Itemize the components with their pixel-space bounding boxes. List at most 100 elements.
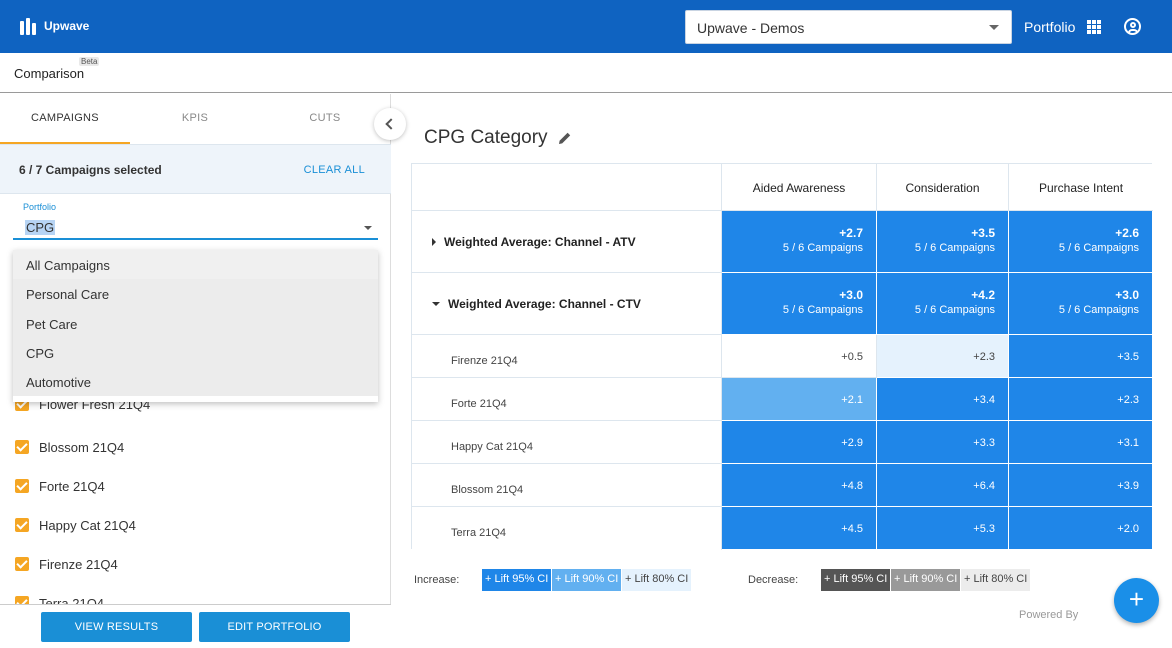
group-cell[interactable]: +4.2 5 / 6 Campaigns [877,273,1009,335]
group-label: Weighted Average: Channel - ATV [444,235,636,249]
table-cell[interactable]: +2.1 [722,378,877,421]
table-row-label: Firenze 21Q4 [412,335,722,378]
account-icon[interactable] [1124,18,1141,35]
table-cell[interactable]: +3.5 [1009,335,1153,378]
table-row-label: Forte 21Q4 [412,378,722,421]
campaign-item[interactable]: Happy Cat 21Q4 [15,515,136,535]
table-cell[interactable]: +2.3 [1009,378,1153,421]
cell-value: +3.0 [839,288,863,302]
table-row-label: Happy Cat 21Q4 [412,421,722,464]
table-cell[interactable]: +3.1 [1009,421,1153,464]
checkbox-checked-icon[interactable] [15,402,29,411]
caret-down-icon [989,25,999,30]
campaign-item[interactable]: Flower Fresh 21Q4 [15,402,150,414]
campaign-label: Happy Cat 21Q4 [39,517,136,533]
table-cell[interactable]: +3.3 [877,421,1009,464]
caret-right-icon [432,238,436,246]
edit-pencil-icon[interactable] [558,131,572,145]
campaign-sidebar: CAMPAIGNS KPIS CUTS 6 / 7 Campaigns sele… [0,94,391,648]
column-header: Consideration [877,164,1009,211]
brand-logo[interactable]: Upwave [20,17,89,35]
sub-navbar: Comparison Beta [0,53,1172,93]
checkbox-checked-icon[interactable] [15,440,29,454]
dropdown-option[interactable]: Automotive [13,367,378,397]
campaign-label: Terra 21Q4 [39,595,105,605]
campaign-item[interactable]: Firenze 21Q4 [15,554,118,574]
table-row-label: Blossom 21Q4 [412,464,722,507]
clear-all-button[interactable]: CLEAR ALL [303,164,365,176]
table-header-blank [412,164,722,211]
row-label: Blossom 21Q4 [451,484,524,496]
table-cell[interactable]: +0.5 [722,335,877,378]
edit-portfolio-button[interactable]: EDIT PORTFOLIO [199,612,350,642]
table-cell[interactable]: +3.9 [1009,464,1153,507]
table-row-label: Terra 21Q4 [412,507,722,550]
dropdown-option[interactable]: Personal Care [13,279,378,309]
checkbox-checked-icon[interactable] [15,596,29,604]
group-cell[interactable]: +2.6 5 / 6 Campaigns [1009,211,1153,273]
checkbox-checked-icon[interactable] [15,518,29,532]
upwave-logo-icon [20,17,38,35]
group-cell[interactable]: +2.7 5 / 6 Campaigns [722,211,877,273]
campaign-item[interactable]: Terra 21Q4 [15,593,104,604]
portfolio-field-label: Portfolio [23,202,57,212]
page-title: CPG Category [424,127,548,148]
add-fab-button[interactable]: + [1114,578,1159,623]
table-cell[interactable]: +4.8 [722,464,877,507]
cell-value: +2.6 [1115,226,1139,240]
portfolio-select[interactable]: CPG [13,215,378,240]
beta-badge: Beta [79,57,100,66]
group-cell[interactable]: +3.5 5 / 6 Campaigns [877,211,1009,273]
row-label: Happy Cat 21Q4 [451,441,533,453]
column-header: Purchase Intent [1009,164,1153,211]
row-label: Firenze 21Q4 [451,355,518,367]
campaign-item[interactable]: Blossom 21Q4 [15,437,124,457]
table-cell[interactable]: +3.4 [877,378,1009,421]
table-cell[interactable]: +2.9 [722,421,877,464]
table-cell[interactable]: +5.3 [877,507,1009,550]
portfolio-link[interactable]: Portfolio [1024,19,1076,35]
campaign-item[interactable]: Forte 21Q4 [15,476,105,496]
collapse-sidebar-button[interactable] [374,108,406,140]
portfolio-dropdown-menu: All Campaigns Personal Care Pet Care CPG… [13,250,378,402]
increase-legend-label: Increase: [414,574,460,586]
cell-count: 5 / 6 Campaigns [1058,304,1139,316]
dropdown-option[interactable]: CPG [13,337,378,368]
tab-kpis[interactable]: KPIS [181,112,209,124]
cell-value: +3.5 [971,226,995,240]
group-cell[interactable]: +3.0 5 / 6 Campaigns [722,273,877,335]
selection-bar: 6 / 7 Campaigns selected CLEAR ALL [0,144,391,194]
sidebar-tabs: CAMPAIGNS KPIS CUTS [0,94,391,144]
legend-increase-90: + Lift 90% CI [552,569,622,591]
column-header: Aided Awareness [722,164,877,211]
checkbox-checked-icon[interactable] [15,557,29,571]
organization-select-value: Upwave - Demos [697,20,805,36]
top-navbar: Upwave Upwave - Demos Portfolio [0,0,1172,53]
apps-grid-icon[interactable] [1087,20,1101,34]
table-cell[interactable]: +4.5 [722,507,877,550]
legend-increase-80: + Lift 80% CI [622,569,692,591]
results-table: Aided Awareness Consideration Purchase I… [411,163,1153,550]
campaign-label: Forte 21Q4 [39,478,105,494]
legend-increase-95: + Lift 95% CI [482,569,552,591]
tab-campaigns[interactable]: CAMPAIGNS [0,94,130,144]
tab-comparison[interactable]: Comparison [14,66,85,81]
group-row-atv[interactable]: Weighted Average: Channel - ATV [412,211,722,273]
organization-select[interactable]: Upwave - Demos [685,10,1012,44]
table-cell[interactable]: +6.4 [877,464,1009,507]
row-label: Forte 21Q4 [451,398,507,410]
tab-cuts[interactable]: CUTS [309,112,341,124]
view-results-button[interactable]: VIEW RESULTS [41,612,192,642]
group-cell[interactable]: +3.0 5 / 6 Campaigns [1009,273,1153,335]
sidebar-footer: VIEW RESULTS EDIT PORTFOLIO [0,604,391,648]
dropdown-option[interactable]: Pet Care [13,308,378,338]
campaign-label: Blossom 21Q4 [39,439,125,455]
table-cell[interactable]: +2.0 [1009,507,1153,550]
group-label: Weighted Average: Channel - CTV [448,297,641,311]
cell-count: 5 / 6 Campaigns [914,242,995,254]
checkbox-checked-icon[interactable] [15,479,29,493]
dropdown-option[interactable]: All Campaigns [13,250,378,280]
table-cell[interactable]: +2.3 [877,335,1009,378]
group-row-ctv[interactable]: Weighted Average: Channel - CTV [412,273,722,335]
cell-count: 5 / 6 Campaigns [782,242,863,254]
